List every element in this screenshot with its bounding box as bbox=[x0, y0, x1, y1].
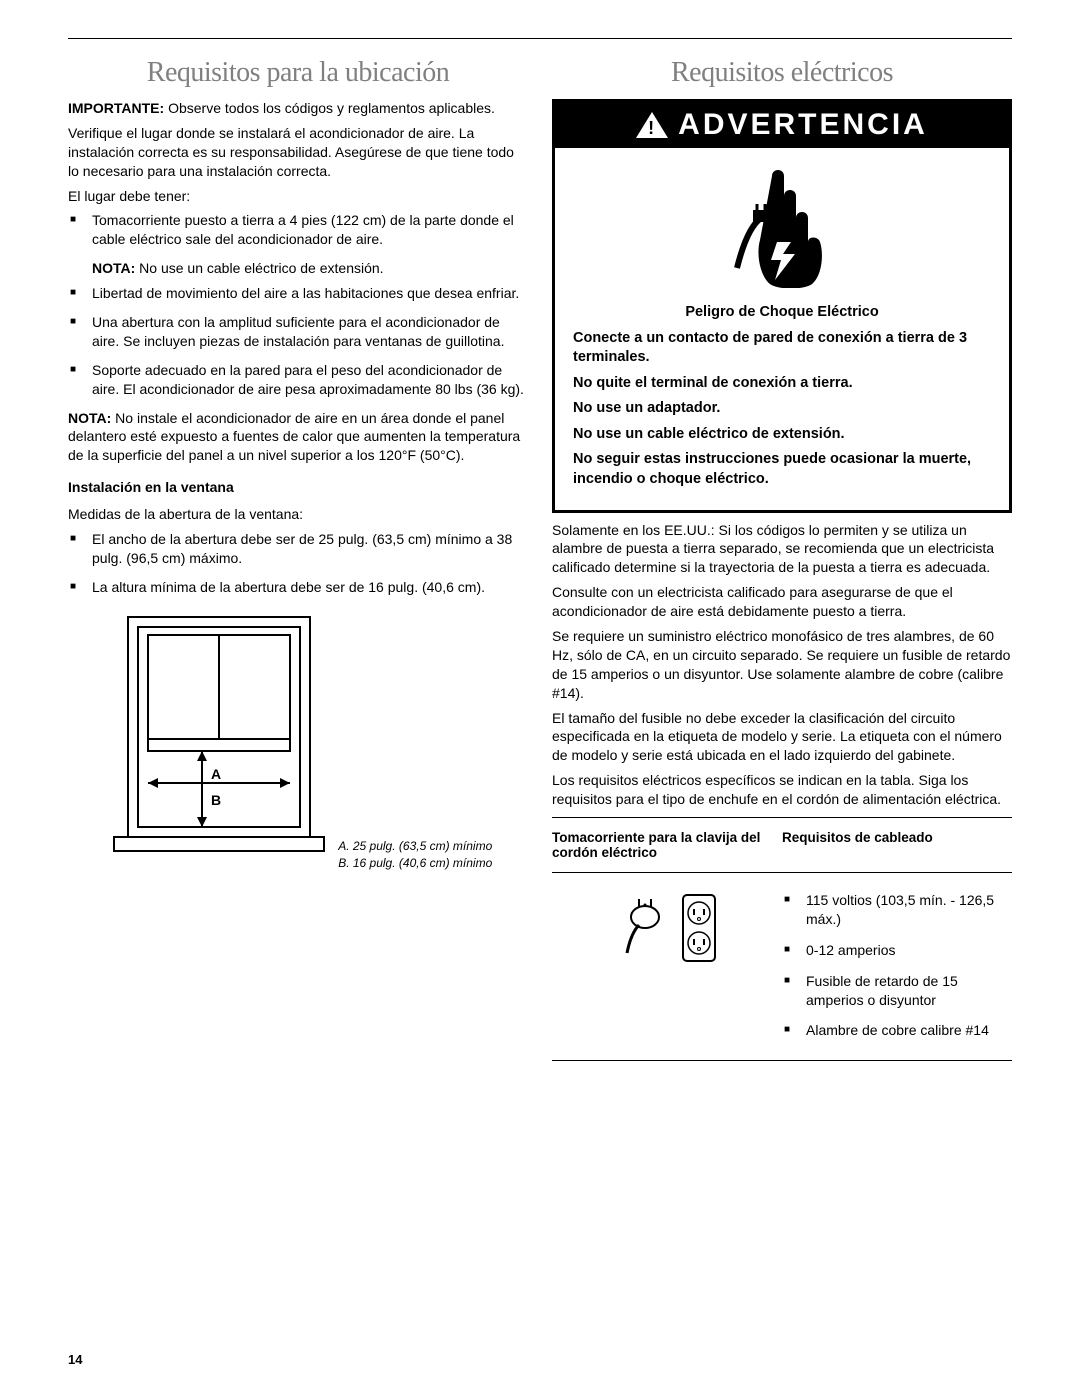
left-p2: Verifique el lugar donde se instalará el… bbox=[68, 124, 528, 181]
left-p3: El lugar debe tener: bbox=[68, 187, 528, 206]
right-p1: Solamente en los EE.UU.: Si los códigos … bbox=[552, 521, 1012, 578]
req4: Alambre de cobre calibre #14 bbox=[806, 1021, 1012, 1040]
right-p4: El tamaño del fusible no debe exceder la… bbox=[552, 709, 1012, 766]
left-p1: IMPORTANTE: Observe todos los códigos y … bbox=[68, 99, 528, 118]
warning-text: Peligro de Choque Eléctrico Conecte a un… bbox=[555, 299, 1009, 510]
left-wb1: El ancho de la abertura debe ser de 25 p… bbox=[92, 530, 528, 568]
req-cell: 115 voltios (103,5 mín. - 126,5 máx.) 0-… bbox=[782, 887, 1012, 1052]
page-number: 14 bbox=[68, 1352, 82, 1367]
table-header: Tomacorriente para la clavija del cordón… bbox=[552, 826, 1012, 864]
table-row: 115 voltios (103,5 mín. - 126,5 máx.) 0-… bbox=[552, 881, 1012, 1052]
nota1-text: No use un cable eléctrico de extensión. bbox=[135, 260, 383, 276]
req3: Fusible de retardo de 15 amperios o disy… bbox=[806, 972, 1012, 1010]
th-wiring: Requisitos de cableado bbox=[782, 830, 1012, 860]
wt4: No use un cable eléctrico de extensión. bbox=[573, 425, 991, 445]
wt2: No quite el terminal de conexión a tierr… bbox=[573, 374, 991, 394]
left-wb2: La altura mínima de la abertura debe ser… bbox=[92, 578, 528, 597]
warning-header: ADVERTENCIA bbox=[555, 102, 1009, 148]
left-b1: Tomacorriente puesto a tierra a 4 pies (… bbox=[92, 211, 528, 249]
right-title: Requisitos eléctricos bbox=[552, 57, 1012, 89]
req-list: 115 voltios (103,5 mín. - 126,5 máx.) 0-… bbox=[782, 891, 1012, 1040]
svg-text:B: B bbox=[211, 792, 221, 808]
right-column: Requisitos eléctricos ADVERTENCIA bbox=[552, 57, 1012, 1069]
left-b2: Libertad de movimiento del aire a las ha… bbox=[92, 284, 528, 303]
left-p4: Medidas de la abertura de la ventana: bbox=[68, 505, 528, 524]
table-rule-mid bbox=[552, 872, 1012, 873]
top-rule bbox=[68, 38, 1012, 39]
right-p2: Consulte con un electricista calificado … bbox=[552, 583, 1012, 621]
importante-label: IMPORTANTE: bbox=[68, 100, 164, 116]
left-note2: NOTA: No instale el acondicionador de ai… bbox=[68, 409, 528, 466]
plug-cell bbox=[552, 887, 782, 1052]
req2: 0-12 amperios bbox=[806, 941, 1012, 960]
left-list-3: El ancho de la abertura debe ser de 25 p… bbox=[68, 530, 528, 597]
warning-triangle-icon bbox=[636, 112, 668, 138]
caption-b: B. 16 pulg. (40,6 cm) mínimo bbox=[338, 855, 492, 872]
window-svg: A B bbox=[104, 607, 334, 867]
content-columns: Requisitos para la ubicación IMPORTANTE:… bbox=[68, 57, 1012, 1069]
left-b4: Soporte adecuado en la pared para el pes… bbox=[92, 361, 528, 399]
left-column: Requisitos para la ubicación IMPORTANTE:… bbox=[68, 57, 528, 1069]
right-p5: Los requisitos eléctricos específicos se… bbox=[552, 771, 1012, 809]
left-p1-text: Observe todos los códigos y reglamentos … bbox=[164, 100, 495, 116]
wt3: No use un adaptador. bbox=[573, 399, 991, 419]
right-p3: Se requiere un suministro eléctrico mono… bbox=[552, 627, 1012, 703]
req1: 115 voltios (103,5 mín. - 126,5 máx.) bbox=[806, 891, 1012, 929]
left-list-1: Tomacorriente puesto a tierra a 4 pies (… bbox=[68, 211, 528, 249]
outlet-icon bbox=[681, 893, 717, 963]
table-rule-bottom bbox=[552, 1060, 1012, 1061]
svg-text:A: A bbox=[211, 766, 221, 782]
caption-a: A. 25 pulg. (63,5 cm) mínimo bbox=[338, 838, 492, 855]
window-figure: A B A. 25 pulg. (63,5 cm) mínimo B. 16 p… bbox=[68, 607, 528, 872]
nota2-text: No instale el acondicionador de aire en … bbox=[68, 410, 520, 464]
wt5: No seguir estas instrucciones puede ocas… bbox=[573, 450, 991, 489]
left-b3: Una abertura con la amplitud suficiente … bbox=[92, 313, 528, 351]
wiring-table: Tomacorriente para la clavija del cordón… bbox=[552, 817, 1012, 1061]
left-subhead: Instalación en la ventana bbox=[68, 479, 528, 495]
table-rule-top bbox=[552, 817, 1012, 818]
left-list-2: Libertad de movimiento del aire a las ha… bbox=[68, 284, 528, 398]
wt-title: Peligro de Choque Eléctrico bbox=[573, 303, 991, 323]
nota2-label: NOTA: bbox=[68, 410, 111, 426]
plug-icon bbox=[617, 893, 667, 963]
wt1: Conecte a un contacto de pared de conexi… bbox=[573, 329, 991, 368]
left-note1: NOTA: No use un cable eléctrico de exten… bbox=[68, 259, 528, 278]
warning-image bbox=[555, 148, 1009, 299]
left-title: Requisitos para la ubicación bbox=[68, 57, 528, 89]
shock-hand-icon bbox=[717, 158, 847, 288]
th-outlet: Tomacorriente para la clavija del cordón… bbox=[552, 830, 782, 860]
figure-caption: A. 25 pulg. (63,5 cm) mínimo B. 16 pulg.… bbox=[338, 838, 492, 872]
nota1-label: NOTA: bbox=[92, 260, 135, 276]
warning-header-text: ADVERTENCIA bbox=[678, 108, 928, 142]
warning-box: ADVERTENCIA Peligro de Choque Eléctrico bbox=[552, 99, 1012, 513]
